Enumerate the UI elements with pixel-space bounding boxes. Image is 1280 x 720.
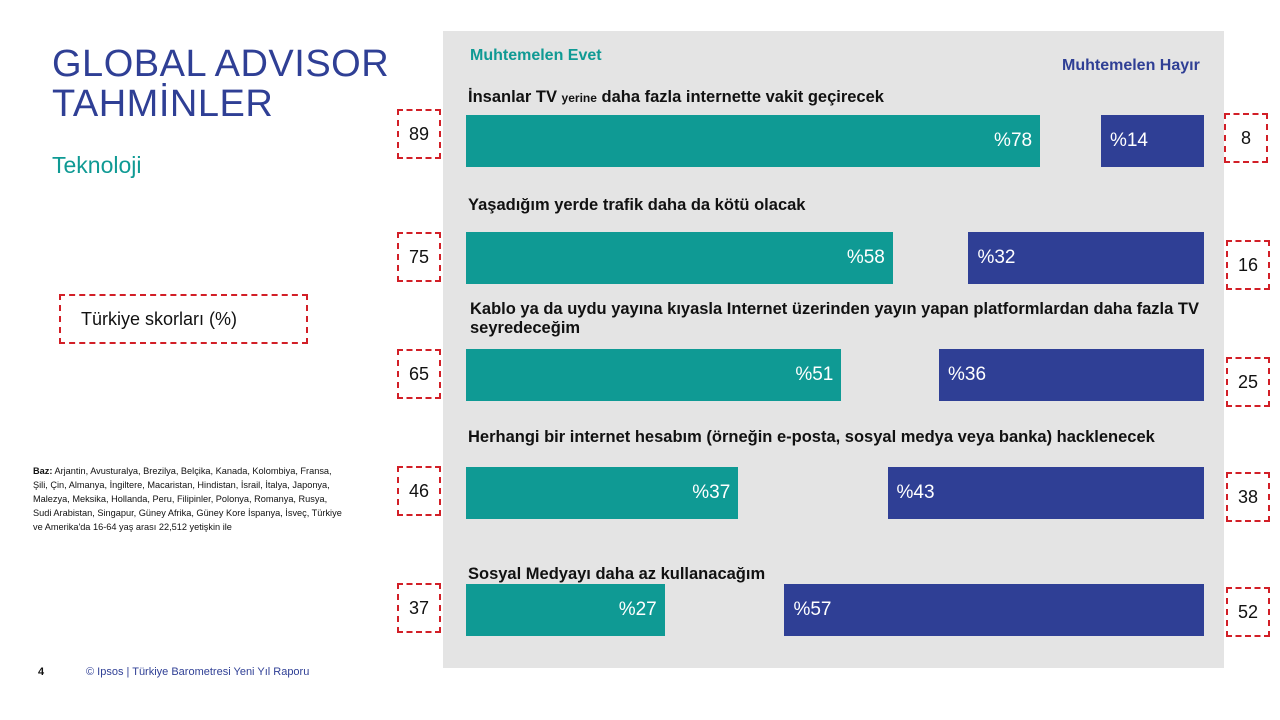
bar-yes-1: %78: [466, 115, 1041, 167]
question-5: Sosyal Medyayı daha az kullanacağım: [468, 565, 766, 583]
question-1-part-b: yerine: [561, 91, 597, 105]
legend-yes: Muhtemelen Evet: [470, 47, 602, 64]
question-4: Herhangi bir internet hesabım (örneğin e…: [468, 428, 1155, 446]
bar-no-5: %57: [784, 584, 1204, 636]
base-note-label: Baz:: [33, 466, 53, 476]
turkey-yes-score-3: 65: [397, 349, 441, 399]
page-subtitle: Teknoloji: [52, 152, 142, 178]
turkey-yes-score-1: 89: [397, 109, 441, 159]
bar-yes-2: %58: [466, 232, 893, 284]
bar-no-1: %14: [1100, 115, 1204, 167]
bar-no-2: %32: [968, 232, 1204, 284]
bar-no-4: %43: [887, 467, 1204, 519]
bar-yes-5: %27: [466, 584, 665, 636]
turkey-no-score-4: 38: [1226, 472, 1270, 522]
turkey-yes-score-2: 75: [397, 232, 441, 282]
bar-yes-3: %51: [466, 349, 842, 401]
turkey-no-score-5: 52: [1226, 587, 1270, 637]
turkey-yes-score-4: 46: [397, 466, 441, 516]
question-2: Yaşadığım yerde trafik daha da kötü olac…: [468, 196, 806, 214]
bar-yes-4: %37: [466, 467, 739, 519]
bar-no-3: %36: [939, 349, 1204, 401]
turkey-scores-label: Türkiye skorları (%): [59, 294, 308, 344]
question-1: İnsanlar TV yerine daha fazla internette…: [468, 88, 1228, 108]
turkey-no-score-1: 8: [1224, 113, 1268, 163]
page-title: GLOBAL ADVISOR TAHMİNLER: [52, 43, 390, 125]
legend-no: Muhtemelen Hayır: [1062, 57, 1200, 74]
question-1-part-c: daha fazla internette vakit geçirecek: [601, 88, 884, 106]
base-note: Baz: Arjantin, Avusturalya, Brezilya, Be…: [33, 464, 343, 534]
turkey-yes-score-5: 37: [397, 583, 441, 633]
question-1-part-a: İnsanlar TV: [468, 88, 557, 106]
question-3: Kablo ya da uydu yayına kıyasla Internet…: [470, 300, 1199, 337]
base-note-text: Arjantin, Avusturalya, Brezilya, Belçika…: [33, 466, 342, 532]
footer-copyright: © Ipsos | Türkiye Barometresi Yeni Yıl R…: [86, 666, 310, 678]
turkey-no-score-2: 16: [1226, 240, 1270, 290]
page-number: 4: [38, 666, 45, 678]
turkey-no-score-3: 25: [1226, 357, 1270, 407]
